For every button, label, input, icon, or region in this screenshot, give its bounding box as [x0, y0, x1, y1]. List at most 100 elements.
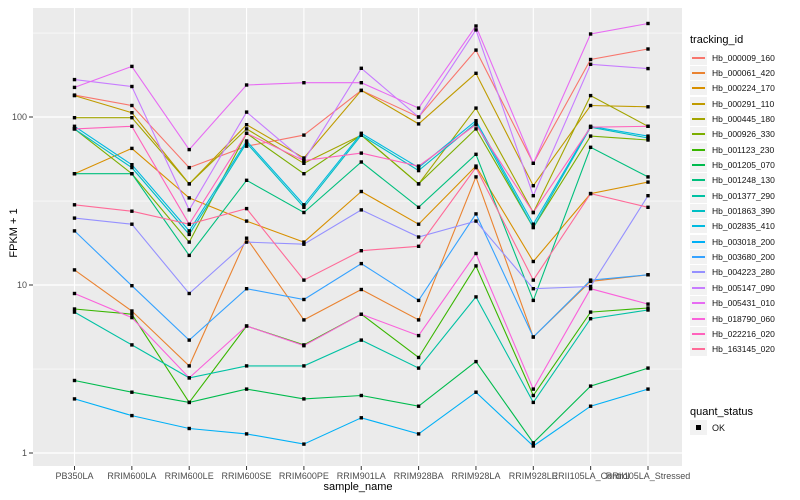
legend-label: Hb_005147_090	[712, 282, 775, 293]
legend-entry: Hb_022216_020	[690, 326, 775, 341]
data-point-marker	[646, 66, 650, 71]
legend-entry: Hb_004223_280	[690, 265, 775, 280]
data-point-marker	[531, 298, 535, 303]
data-point-marker	[359, 189, 363, 194]
legend-key-line-icon	[690, 326, 707, 341]
data-point-marker	[474, 48, 478, 52]
data-point-marker	[302, 172, 306, 176]
legend-label: Hb_003680_200	[712, 252, 775, 263]
data-point-marker	[646, 306, 650, 310]
data-point-marker	[187, 291, 191, 296]
data-point-marker	[416, 404, 421, 408]
data-point-marker	[474, 106, 478, 110]
data-point-marker	[72, 229, 77, 233]
data-point-marker	[531, 335, 535, 339]
data-point-marker	[646, 175, 650, 179]
legend-key-line-icon	[690, 173, 707, 188]
data-point-marker	[646, 308, 650, 312]
data-point-marker	[244, 144, 249, 148]
x-tick-label: RRIM928LA	[451, 471, 500, 481]
legend-entry: Hb_000061_420	[690, 65, 775, 81]
data-point-marker	[646, 134, 650, 138]
data-point-marker	[646, 105, 650, 109]
legend-entry: Hb_000445_180	[690, 111, 775, 127]
legend-label: Hb_001377_290	[712, 190, 775, 201]
data-point-marker	[72, 127, 77, 131]
x-tick-label: RRIM928BA	[394, 471, 444, 481]
data-point-marker	[531, 441, 535, 445]
y-axis-title: FPKM + 1	[8, 208, 20, 258]
legend-label: Hb_002835_410	[712, 221, 775, 232]
legend-key-line-icon	[690, 234, 707, 249]
data-point-marker	[359, 312, 363, 316]
legend-label: Hb_000291_110	[712, 98, 775, 109]
data-point-marker	[244, 324, 249, 328]
data-point-marker	[416, 432, 421, 436]
data-point-marker	[416, 122, 421, 126]
data-point-marker	[130, 390, 134, 394]
legend-label: OK	[712, 422, 726, 433]
data-point-marker	[72, 216, 77, 220]
data-point-marker	[130, 163, 134, 167]
data-point-marker	[72, 397, 77, 401]
data-point-marker	[187, 400, 191, 405]
data-point-marker	[302, 158, 306, 163]
legend-entry: Hb_003018_200	[690, 234, 775, 249]
data-point-marker	[302, 442, 306, 446]
data-point-marker	[244, 178, 249, 182]
data-point-marker	[130, 222, 134, 226]
data-point-marker	[359, 81, 363, 85]
data-point-marker	[646, 366, 650, 370]
data-point-marker	[244, 236, 249, 240]
data-point-marker	[359, 160, 363, 164]
data-point-marker	[187, 240, 191, 244]
data-point-marker	[646, 47, 650, 51]
data-point-marker	[72, 378, 77, 383]
legend-title-quant-status: quant_status	[690, 406, 753, 418]
legend-label: Hb_000926_330	[712, 129, 775, 140]
data-point-marker	[646, 180, 650, 184]
ok-square-icon	[690, 420, 707, 435]
data-point-marker	[72, 116, 77, 120]
data-point-marker	[531, 400, 535, 405]
data-point-marker	[474, 219, 478, 223]
data-point-marker	[359, 249, 363, 253]
data-point-marker	[244, 123, 249, 127]
data-point-marker	[302, 242, 306, 246]
data-point-marker	[531, 444, 535, 448]
legend-label: Hb_000445_180	[712, 114, 775, 125]
data-point-marker	[531, 387, 535, 391]
data-point-marker	[416, 106, 421, 110]
data-point-marker	[359, 131, 363, 135]
data-point-marker	[244, 127, 249, 131]
legend-title-tracking-id: tracking_id	[690, 34, 744, 46]
data-point-marker	[531, 161, 535, 165]
data-point-marker	[72, 77, 77, 82]
data-point-marker	[244, 131, 249, 135]
legend-label: Hb_000061_420	[712, 68, 775, 79]
legend-entry: Hb_001377_290	[690, 188, 775, 203]
legend-entry: Hb_005431_010	[690, 296, 775, 311]
x-tick-label: RRIM600LE	[165, 471, 214, 481]
data-point-marker	[72, 307, 77, 311]
data-point-marker	[416, 164, 421, 168]
data-point-marker	[416, 318, 421, 322]
data-point-marker	[588, 310, 593, 314]
data-point-marker	[72, 172, 77, 176]
data-point-marker	[588, 32, 593, 36]
data-point-marker	[646, 302, 650, 306]
data-point-marker	[302, 205, 306, 209]
legend-label: Hb_005431_010	[712, 298, 775, 309]
data-point-marker	[588, 62, 593, 66]
y-tick-label: 10	[17, 280, 27, 290]
data-point-marker	[244, 287, 249, 291]
data-point-marker	[187, 147, 191, 152]
data-point-marker	[187, 182, 191, 186]
data-point-marker	[187, 376, 191, 380]
data-point-marker	[416, 182, 421, 186]
x-tick-label: PB350LA	[55, 471, 93, 481]
data-point-marker	[588, 384, 593, 388]
legend-entry: Hb_018790_060	[690, 311, 775, 326]
data-point-marker	[130, 165, 134, 170]
data-point-marker	[474, 119, 478, 123]
